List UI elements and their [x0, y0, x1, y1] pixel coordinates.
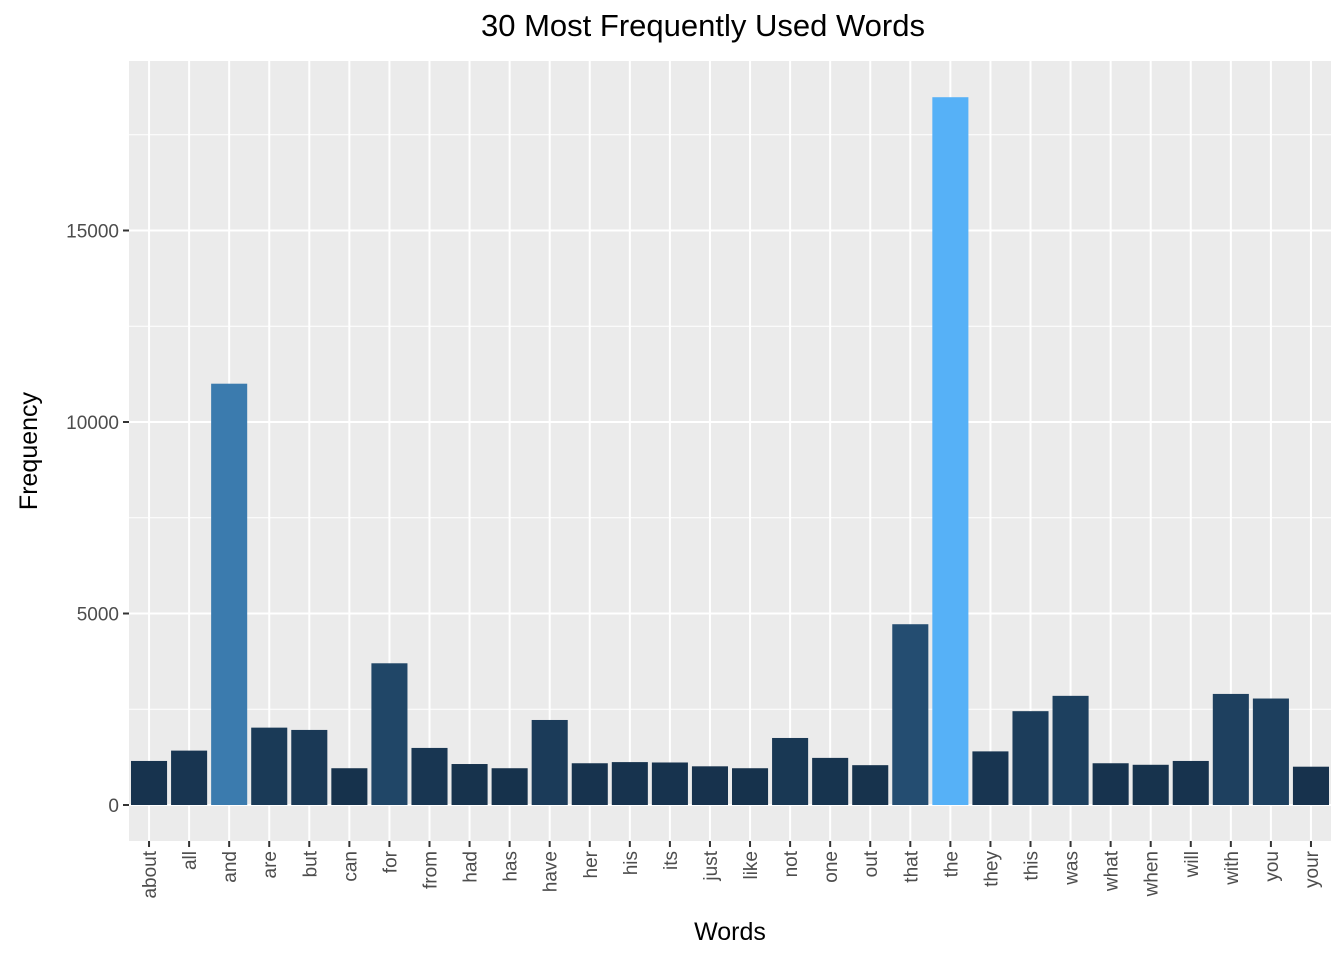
bar-this [1012, 711, 1049, 805]
bar-was [1052, 695, 1089, 805]
x-tick-label: one [821, 851, 842, 883]
bar-one [812, 757, 849, 805]
bar-its [651, 762, 688, 805]
bar-your [1292, 766, 1329, 805]
y-axis: 0 5000 10000 15000 [66, 222, 129, 817]
bar-about [131, 760, 168, 805]
bar-the [932, 97, 969, 805]
bar-that [892, 624, 929, 805]
x-tick-label: about [140, 850, 161, 898]
x-tick-label: they [981, 851, 1002, 887]
bar-from [411, 747, 448, 805]
x-tick-label: your [1302, 850, 1323, 888]
x-tick-label: what [1102, 850, 1123, 892]
bar-can [331, 768, 368, 805]
bar-all [171, 750, 208, 805]
x-tick-label: and [220, 851, 241, 883]
x-tick-label: for [380, 850, 401, 873]
x-tick-label: that [901, 850, 922, 882]
chart-title-text: 30 Most Frequently Used Words [481, 8, 925, 43]
bar-had [451, 764, 488, 805]
x-tick-label: the [941, 851, 962, 877]
bar-are [251, 727, 288, 805]
y-tick-label: 0 [108, 796, 119, 817]
y-tick-label: 15000 [66, 222, 119, 243]
x-axis: about all and are but can for from had has have her… [140, 841, 1323, 899]
x-tick-label: out [861, 850, 882, 877]
x-tick-label: was [1062, 851, 1083, 886]
x-tick-label: his [621, 851, 642, 875]
bar-has [491, 768, 528, 805]
x-axis-title: Words [694, 918, 766, 946]
x-tick-label: has [501, 851, 522, 882]
x-tick-label: will [1182, 851, 1203, 878]
x-tick-label: her [581, 850, 602, 878]
plot-panel [129, 61, 1331, 841]
bar-and [211, 383, 248, 805]
x-tick-label: just [701, 850, 722, 881]
bar-they [972, 751, 1009, 805]
x-tick-label: this [1022, 851, 1043, 881]
bar-for [371, 663, 408, 805]
bar-just [691, 766, 728, 805]
bar-out [852, 765, 889, 805]
y-tick-label: 10000 [66, 413, 119, 434]
x-tick-label: had [461, 851, 482, 883]
x-tick-label: you [1262, 851, 1283, 882]
bar-her [571, 763, 608, 805]
bar-his [611, 762, 648, 805]
x-tick-label: but [300, 850, 321, 877]
x-tick-label: from [421, 851, 442, 889]
x-tick-label: have [541, 851, 562, 892]
minor-gridlines [129, 134, 1331, 710]
bar-have [531, 719, 568, 805]
x-tick-label: not [781, 850, 802, 877]
x-tick-label: with [1222, 851, 1243, 886]
bar-like [732, 768, 769, 805]
bar-with [1212, 693, 1249, 805]
x-tick-label: are [260, 851, 281, 878]
x-tick-label: all [180, 851, 201, 870]
bar-when [1132, 764, 1169, 805]
bar-what [1092, 763, 1129, 805]
x-tick-label: its [661, 851, 682, 870]
bar-but [291, 729, 328, 805]
y-axis-title: Frequency [15, 391, 43, 510]
bars [131, 97, 1329, 805]
bar-not [772, 737, 809, 805]
y-tick-label: 5000 [77, 605, 119, 626]
bar-will [1172, 760, 1209, 805]
x-tick-label: can [340, 851, 361, 882]
x-tick-label: like [741, 851, 762, 880]
x-tick-label: when [1142, 851, 1163, 897]
bar-you [1252, 698, 1289, 805]
